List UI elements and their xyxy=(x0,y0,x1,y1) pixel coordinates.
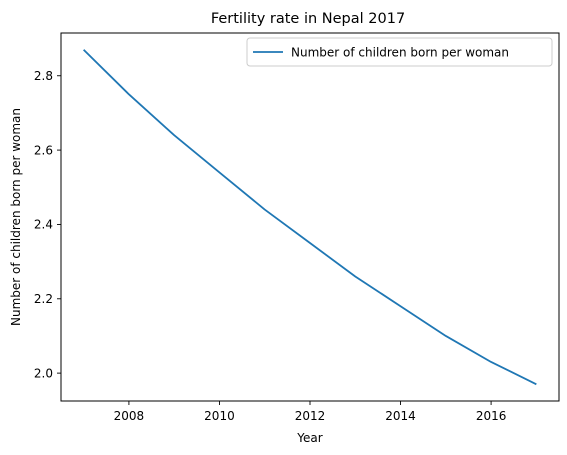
legend-entry-label: Number of children born per woman xyxy=(291,46,509,60)
x-tick-label: 2016 xyxy=(476,409,507,423)
x-tick-label: 2010 xyxy=(204,409,235,423)
x-tick-label: 2014 xyxy=(385,409,416,423)
x-tick-label: 2008 xyxy=(114,409,145,423)
series-line xyxy=(83,49,537,386)
y-axis: 2.0 2.2 2.4 2.6 2.8 xyxy=(34,69,61,380)
legend: Number of children born per woman xyxy=(246,37,553,67)
chart-title: Fertility rate in Nepal 2017 xyxy=(211,11,405,27)
x-axis-label: Year xyxy=(296,431,322,445)
y-tick-label: 2.6 xyxy=(34,143,53,157)
y-axis-label: Number of children born per woman xyxy=(9,108,23,326)
series-layer xyxy=(83,49,537,386)
x-axis: 2008 2010 2012 2014 2016 xyxy=(114,401,507,423)
y-tick-label: 2.0 xyxy=(34,366,53,380)
y-tick-label: 2.8 xyxy=(34,69,53,83)
y-tick-label: 2.2 xyxy=(34,292,53,306)
legend-box xyxy=(246,37,553,67)
x-tick-label: 2012 xyxy=(295,409,326,423)
y-tick-label: 2.4 xyxy=(34,218,53,232)
